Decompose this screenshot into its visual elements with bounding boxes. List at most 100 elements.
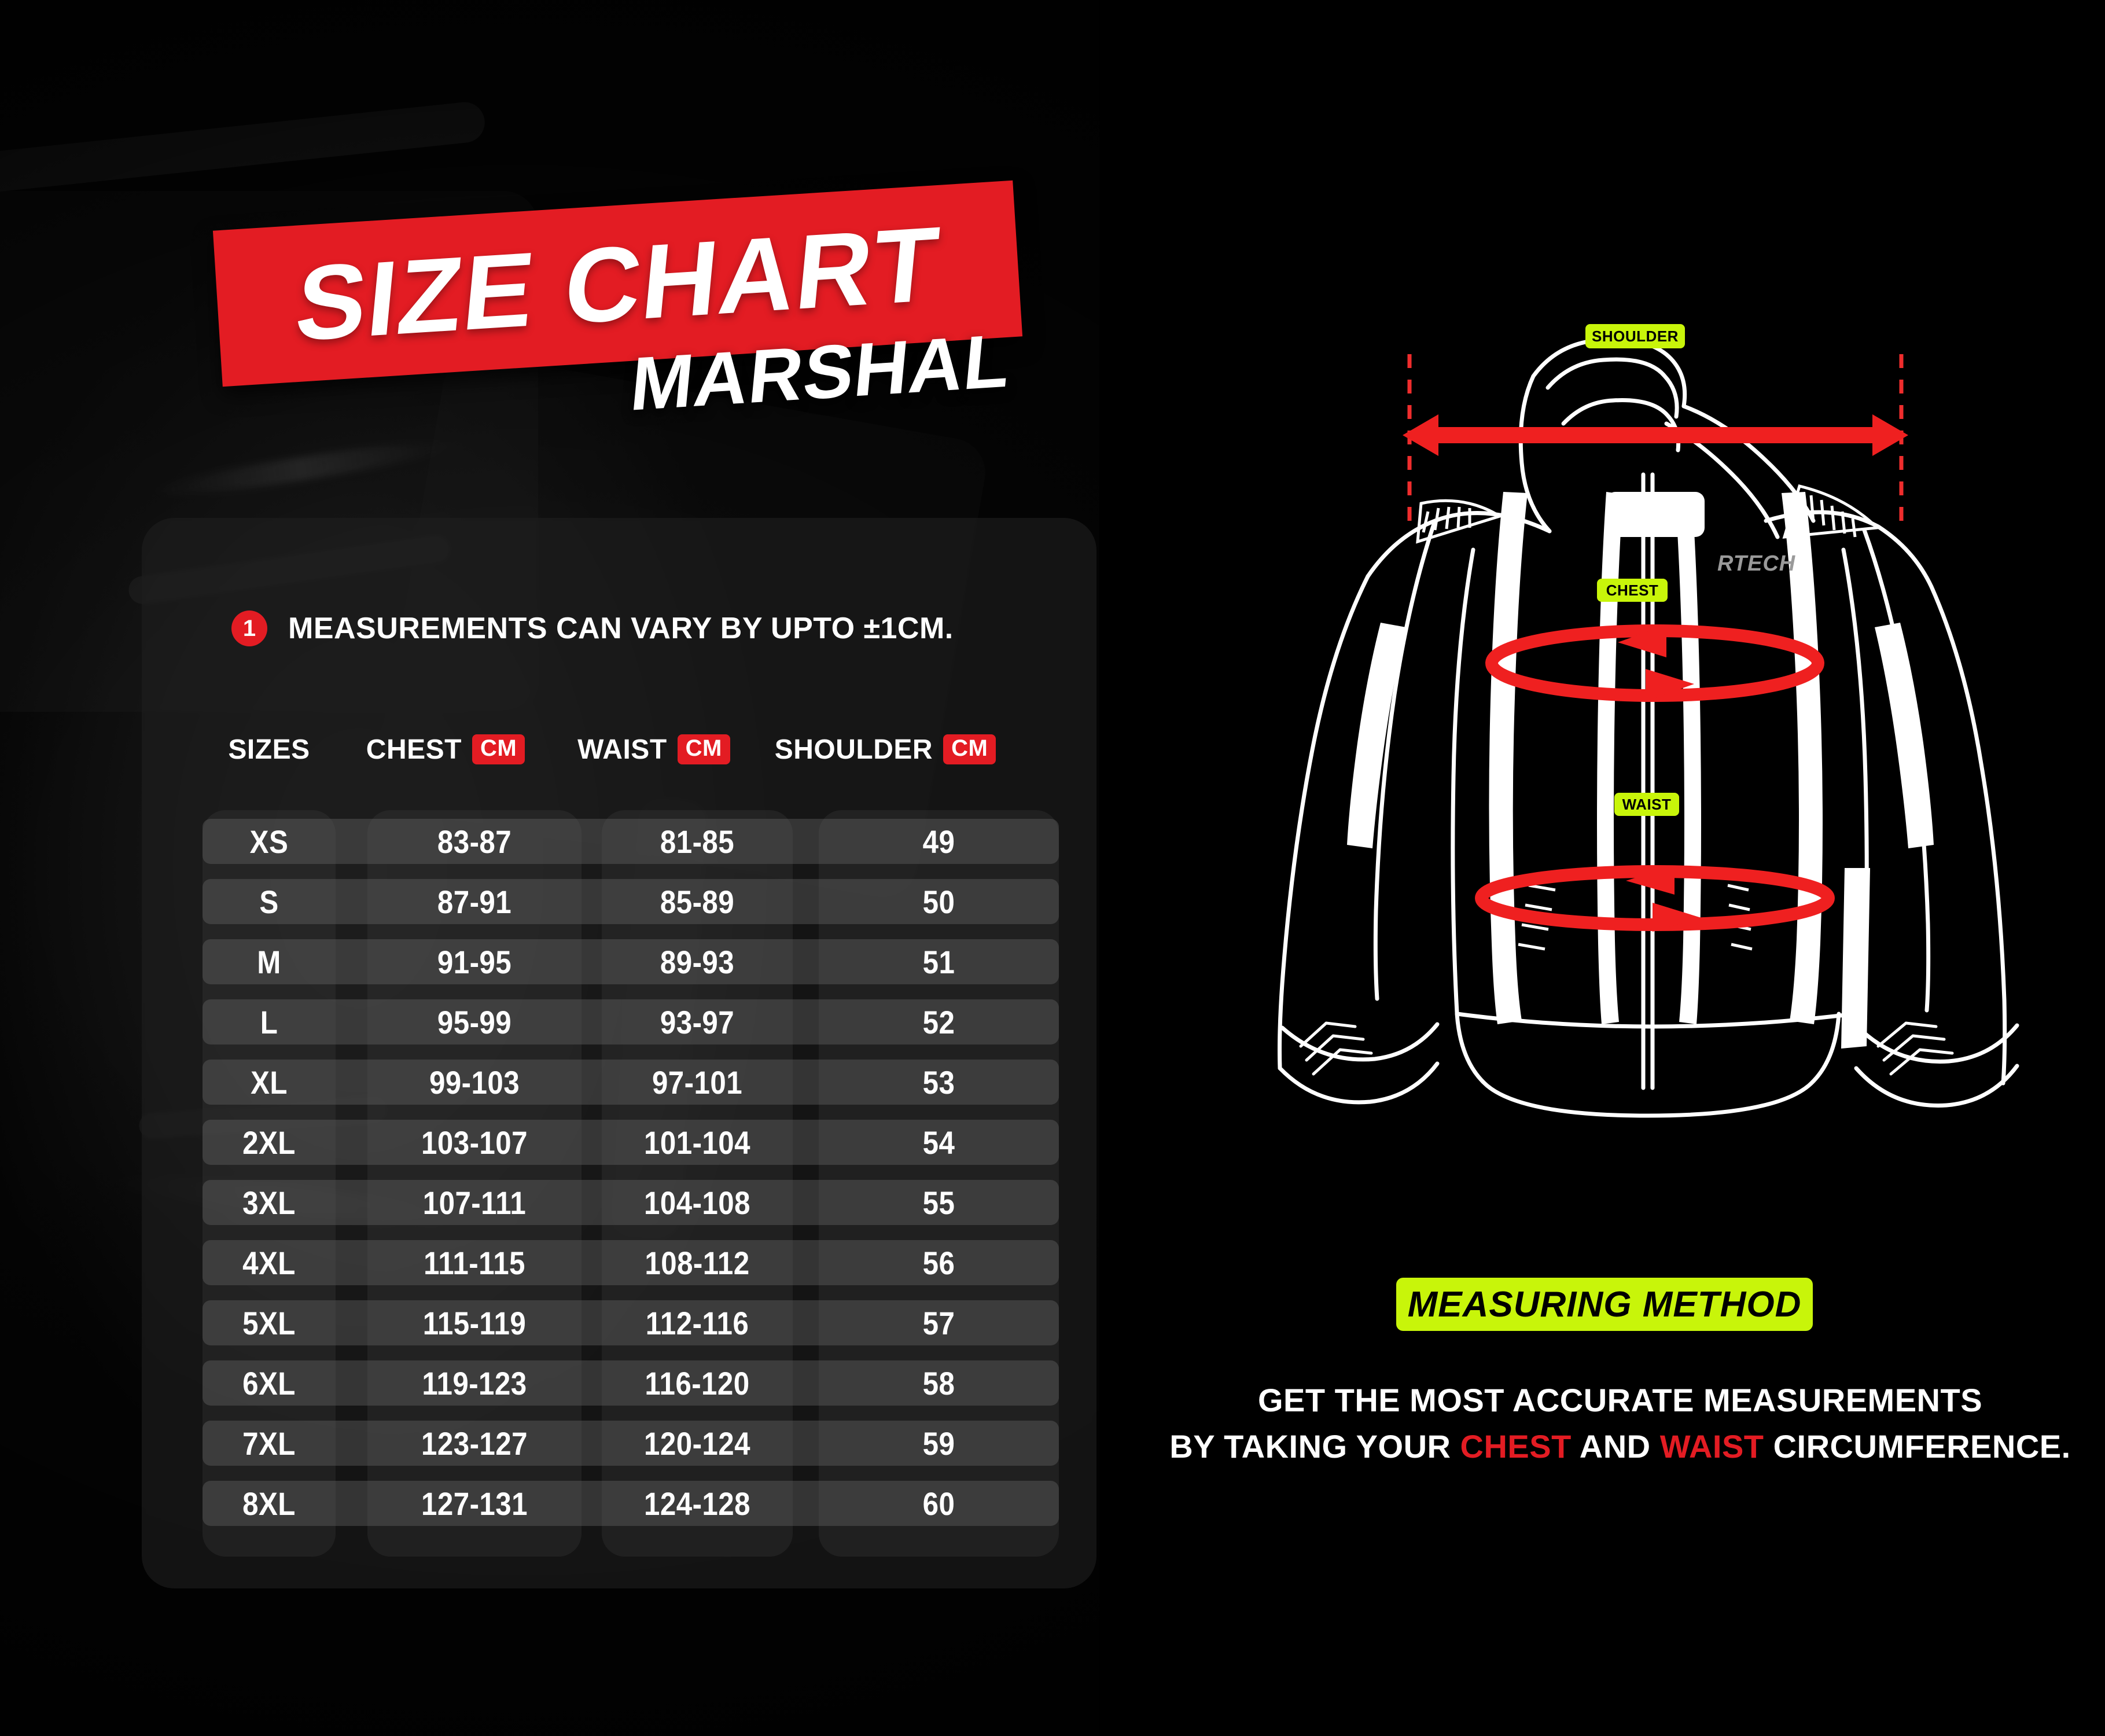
cell-size: 5XL	[242, 1304, 296, 1341]
cell-waist: 124-128	[644, 1485, 750, 1522]
size-table: SIZES CHEST CM WAIST CM SHOULDER CM	[203, 718, 1059, 781]
method-chest-highlight: CHEST	[1460, 1428, 1572, 1465]
table-row: M 91-95 89-93 51	[203, 939, 1059, 984]
table-row: 6XL 119-123 116-120 58	[203, 1360, 1059, 1406]
cell-size: 2XL	[242, 1124, 296, 1161]
table-row: L 95-99 93-97 52	[203, 999, 1059, 1044]
cell-shoulder: 51	[922, 943, 955, 980]
title-block: SIZE CHART MARSHAL	[174, 180, 1099, 463]
cell-chest: 95-99	[437, 1003, 512, 1040]
unit-badge-waist: CM	[677, 734, 730, 764]
cell-waist: 85-89	[660, 883, 735, 920]
method-waist-highlight: WAIST	[1659, 1428, 1764, 1465]
method-line-2-b: AND	[1571, 1428, 1660, 1465]
table-row: XS 83-87 81-85 49	[203, 819, 1059, 864]
cell-waist: 112-116	[645, 1304, 749, 1341]
cell-waist: 101-104	[644, 1124, 750, 1161]
note-text: MEASUREMENTS CAN VARY BY UPTO ±1CM.	[288, 612, 954, 645]
cell-chest: 111-115	[424, 1244, 525, 1281]
cell-shoulder: 55	[922, 1184, 955, 1221]
column-header-shoulder: SHOULDER CM	[752, 734, 1018, 766]
cell-size: M	[257, 943, 281, 980]
cell-waist: 93-97	[660, 1003, 735, 1040]
cell-chest: 99-103	[429, 1064, 520, 1101]
cell-chest: 103-107	[421, 1124, 528, 1161]
cell-shoulder: 58	[922, 1364, 955, 1402]
waist-circumference-arrow	[1475, 865, 1835, 932]
column-header-waist-label: WAIST	[577, 734, 667, 765]
table-row: 5XL 115-119 112-116 57	[203, 1300, 1059, 1345]
cell-size: XL	[251, 1064, 288, 1101]
measuring-method-badge: MEASURING METHOD	[1396, 1278, 1813, 1331]
cell-chest: 123-127	[421, 1425, 528, 1462]
column-header-chest: CHEST CM	[336, 734, 555, 766]
cell-size: 4XL	[242, 1244, 296, 1281]
cell-waist: 97-101	[652, 1064, 743, 1101]
cell-waist: 116-120	[645, 1364, 750, 1402]
cell-chest: 115-119	[422, 1304, 527, 1341]
label-waist: WAIST	[1614, 793, 1679, 816]
cell-waist: 104-108	[644, 1184, 750, 1221]
measuring-method-text: GET THE MOST ACCURATE MEASUREMENTS BY TA…	[1134, 1377, 2105, 1469]
table-row: XL 99-103 97-101 53	[203, 1060, 1059, 1105]
cell-shoulder: 56	[922, 1244, 955, 1281]
cell-shoulder: 54	[922, 1124, 955, 1161]
cell-waist: 89-93	[660, 943, 735, 980]
size-table-panel	[142, 518, 1096, 1588]
cell-chest: 127-131	[421, 1485, 528, 1522]
cell-waist: 108-112	[645, 1244, 750, 1281]
cell-shoulder: 60	[922, 1485, 955, 1522]
cell-size: 7XL	[242, 1425, 296, 1462]
cell-chest: 107-111	[422, 1184, 527, 1221]
table-row: 7XL 123-127 120-124 59	[203, 1421, 1059, 1466]
cell-waist: 120-124	[644, 1425, 750, 1462]
cell-chest: 87-91	[437, 883, 512, 920]
table-column-blocks	[203, 810, 1059, 1557]
cell-shoulder: 59	[922, 1425, 955, 1462]
cell-chest: 91-95	[437, 943, 512, 980]
cell-size: 3XL	[242, 1184, 296, 1221]
cell-shoulder: 57	[922, 1304, 955, 1341]
cell-size: S	[259, 883, 279, 920]
cell-size: 8XL	[242, 1485, 296, 1522]
method-line-1: GET THE MOST ACCURATE MEASUREMENTS	[1257, 1382, 1983, 1418]
cell-size: XS	[249, 823, 289, 860]
column-header-shoulder-label: SHOULDER	[774, 734, 933, 765]
column-header-chest-label: CHEST	[366, 734, 462, 765]
table-row: 3XL 107-111 104-108 55	[203, 1180, 1059, 1225]
label-shoulder: SHOULDER	[1585, 324, 1685, 348]
column-header-waist: WAIST CM	[555, 734, 752, 766]
table-row: S 87-91 85-89 50	[203, 879, 1059, 924]
measurement-note: 1 MEASUREMENTS CAN VARY BY UPTO ±1CM.	[231, 610, 954, 646]
jacket-diagram: RTECH	[1261, 301, 2048, 1157]
cell-size: 6XL	[242, 1364, 296, 1402]
shoulder-measure-guides	[1407, 354, 1904, 530]
cell-chest: 83-87	[437, 823, 512, 860]
column-block-sizes	[203, 810, 336, 1557]
table-row: 4XL 111-115 108-112 56	[203, 1240, 1059, 1285]
cell-size: L	[260, 1003, 278, 1040]
table-row: 8XL 127-131 124-128 60	[203, 1481, 1059, 1526]
note-number-badge: 1	[231, 610, 267, 646]
jacket-illustration-svg: RTECH	[1278, 337, 2019, 1118]
method-line-2-a: BY TAKING YOUR	[1169, 1428, 1460, 1465]
column-block-waist	[602, 810, 793, 1557]
label-chest: CHEST	[1597, 579, 1668, 602]
table-header-row: SIZES CHEST CM WAIST CM SHOULDER CM	[203, 718, 1059, 781]
chest-circumference-arrow	[1485, 624, 1824, 702]
cell-chest: 119-123	[422, 1364, 527, 1402]
column-block-chest	[367, 810, 582, 1557]
shoulder-double-arrow	[1403, 414, 1908, 456]
cell-shoulder: 52	[922, 1003, 955, 1040]
table-body: XS 83-87 81-85 49 S 87-91 85-89 50 M 91-95 89-93 51…	[203, 819, 1059, 1541]
cell-waist: 81-85	[660, 823, 735, 860]
table-row: 2XL 103-107 101-104 54	[203, 1120, 1059, 1165]
method-line-2-c: CIRCUMFERENCE.	[1764, 1428, 2071, 1465]
cell-shoulder: 50	[922, 883, 955, 920]
column-header-sizes-label: SIZES	[228, 734, 310, 765]
cell-shoulder: 53	[922, 1064, 955, 1101]
unit-badge-chest: CM	[472, 734, 525, 764]
method-line-2: BY TAKING YOUR CHEST AND WAIST CIRCUMFER…	[1134, 1424, 2105, 1470]
measuring-method-label: MEASURING METHOD	[1407, 1284, 1802, 1325]
cell-shoulder: 49	[922, 823, 955, 860]
